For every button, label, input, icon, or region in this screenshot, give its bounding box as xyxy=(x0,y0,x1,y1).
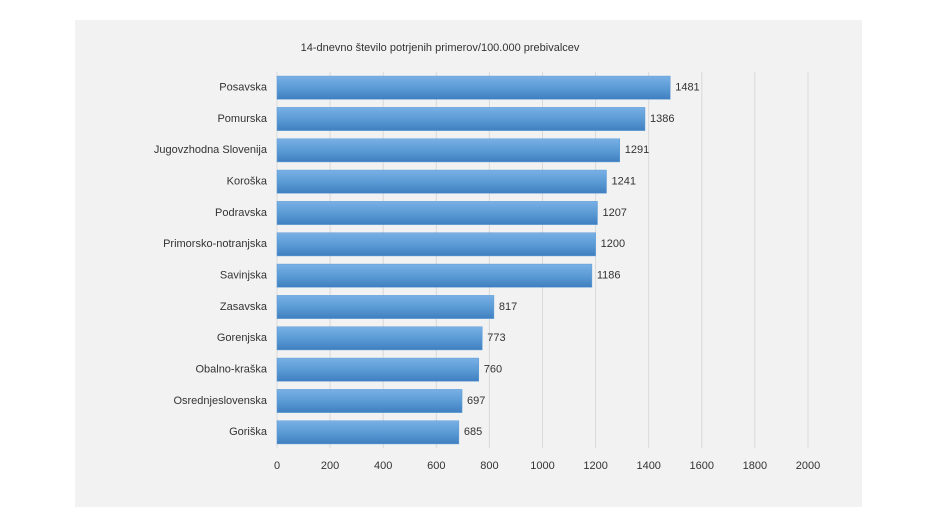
bar xyxy=(276,107,646,131)
x-tick-label: 1600 xyxy=(690,460,714,472)
x-tick-label: 1000 xyxy=(530,460,554,472)
data-label: 697 xyxy=(467,395,485,407)
chart-title: 14-dnevno število potrjenih primerov/100… xyxy=(301,42,580,54)
data-label: 1386 xyxy=(650,113,674,125)
y-tick-label: Podravska xyxy=(215,207,268,219)
x-tick-label: 800 xyxy=(480,460,498,472)
data-label: 817 xyxy=(499,301,517,313)
data-label: 1186 xyxy=(597,270,621,282)
x-tick-label: 600 xyxy=(427,460,445,472)
data-label: 1291 xyxy=(625,144,649,156)
bar xyxy=(276,326,483,351)
bar xyxy=(276,75,671,100)
bar xyxy=(276,389,463,413)
y-tick-label: Koroška xyxy=(227,176,268,188)
x-tick-label: 200 xyxy=(321,460,339,472)
y-tick-label: Gorenjska xyxy=(217,332,268,344)
data-label: 685 xyxy=(464,426,482,438)
bar xyxy=(276,263,593,288)
bar xyxy=(276,420,460,445)
bar xyxy=(276,357,480,382)
x-tick-label: 1200 xyxy=(583,460,607,472)
x-tick-label: 0 xyxy=(274,460,280,472)
data-label: 760 xyxy=(484,364,502,376)
y-tick-label: Savinjska xyxy=(220,270,268,282)
x-tick-label: 400 xyxy=(374,460,392,472)
x-tick-label: 1400 xyxy=(636,460,660,472)
y-tick-label: Zasavska xyxy=(220,301,268,313)
data-label: 1200 xyxy=(601,238,625,250)
y-tick-label: Posavska xyxy=(219,82,268,94)
chart-panel xyxy=(75,20,862,507)
y-tick-label: Osrednjeslovenska xyxy=(173,395,267,407)
data-label: 1207 xyxy=(602,207,626,219)
x-tick-label: 2000 xyxy=(796,460,820,472)
bar xyxy=(276,232,596,257)
data-label: 1241 xyxy=(611,176,635,188)
bar xyxy=(276,138,621,163)
bar xyxy=(276,295,495,319)
bar xyxy=(276,169,607,194)
y-tick-label: Goriška xyxy=(229,426,268,438)
bar xyxy=(276,201,598,225)
y-tick-label: Jugovzhodna Slovenija xyxy=(154,144,268,156)
y-tick-label: Obalno-kraška xyxy=(195,364,267,376)
y-tick-label: Pomurska xyxy=(217,113,267,125)
y-tick-label: Primorsko-notranjska xyxy=(163,238,268,250)
data-label: 773 xyxy=(487,332,505,344)
x-tick-label: 1800 xyxy=(743,460,767,472)
data-label: 1481 xyxy=(675,82,699,94)
